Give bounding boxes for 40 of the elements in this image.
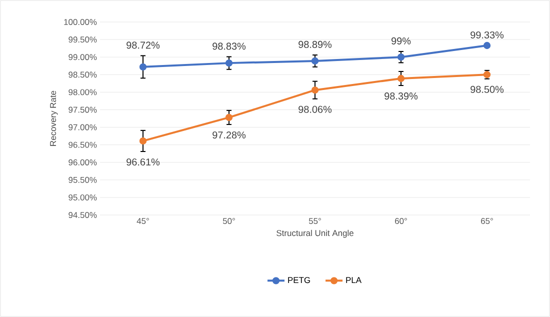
x-axis-title: Structural Unit Angle (276, 230, 354, 238)
data-label: 98.06% (298, 106, 332, 113)
data-label: 99.33% (470, 31, 504, 38)
x-tick-label: 60° (395, 218, 407, 224)
data-label: 99% (392, 37, 411, 44)
point (311, 57, 319, 65)
y-tick-label: 98.00% (68, 89, 97, 96)
point (311, 86, 319, 94)
x-tick-label: 50° (222, 218, 235, 224)
y-tick-label: 94.50% (68, 212, 97, 218)
y-tick-label: 96.00% (68, 159, 97, 166)
y-tick-label: 100.00% (64, 19, 97, 25)
y-tick-label: 99.00% (68, 54, 97, 60)
data-label: 98.83% (212, 42, 246, 50)
point (225, 114, 233, 122)
y-tick-label: 99.50% (68, 36, 97, 43)
data-label: 98.89% (298, 40, 332, 48)
y-tick-label: 97.00% (68, 124, 97, 130)
point (397, 54, 405, 61)
x-tick-label: 55° (308, 218, 321, 224)
x-tick-label: 65° (481, 218, 493, 224)
data-label: 98.72% (126, 42, 160, 49)
data-label: 97.28% (212, 131, 246, 139)
y-axis-title: Recovery Rate (50, 90, 58, 146)
point (139, 137, 147, 145)
legend-label: PETG (288, 277, 310, 284)
legend-label: PLA (346, 277, 362, 283)
y-tick-label: 96.50% (68, 142, 97, 148)
data-label: 98.50% (470, 86, 504, 93)
point (225, 59, 233, 67)
point (483, 42, 491, 50)
y-tick-label: 98.50% (68, 72, 97, 78)
x-tick-label: 45° (136, 218, 149, 224)
y-tick-label: 95.50% (68, 176, 97, 183)
y-tick-label: 95.00% (68, 194, 97, 200)
data-label: 98.39% (384, 92, 418, 100)
point (139, 63, 147, 71)
data-label: 96.61% (126, 158, 160, 166)
point (397, 74, 405, 82)
y-tick-label: 97.50% (68, 106, 97, 113)
